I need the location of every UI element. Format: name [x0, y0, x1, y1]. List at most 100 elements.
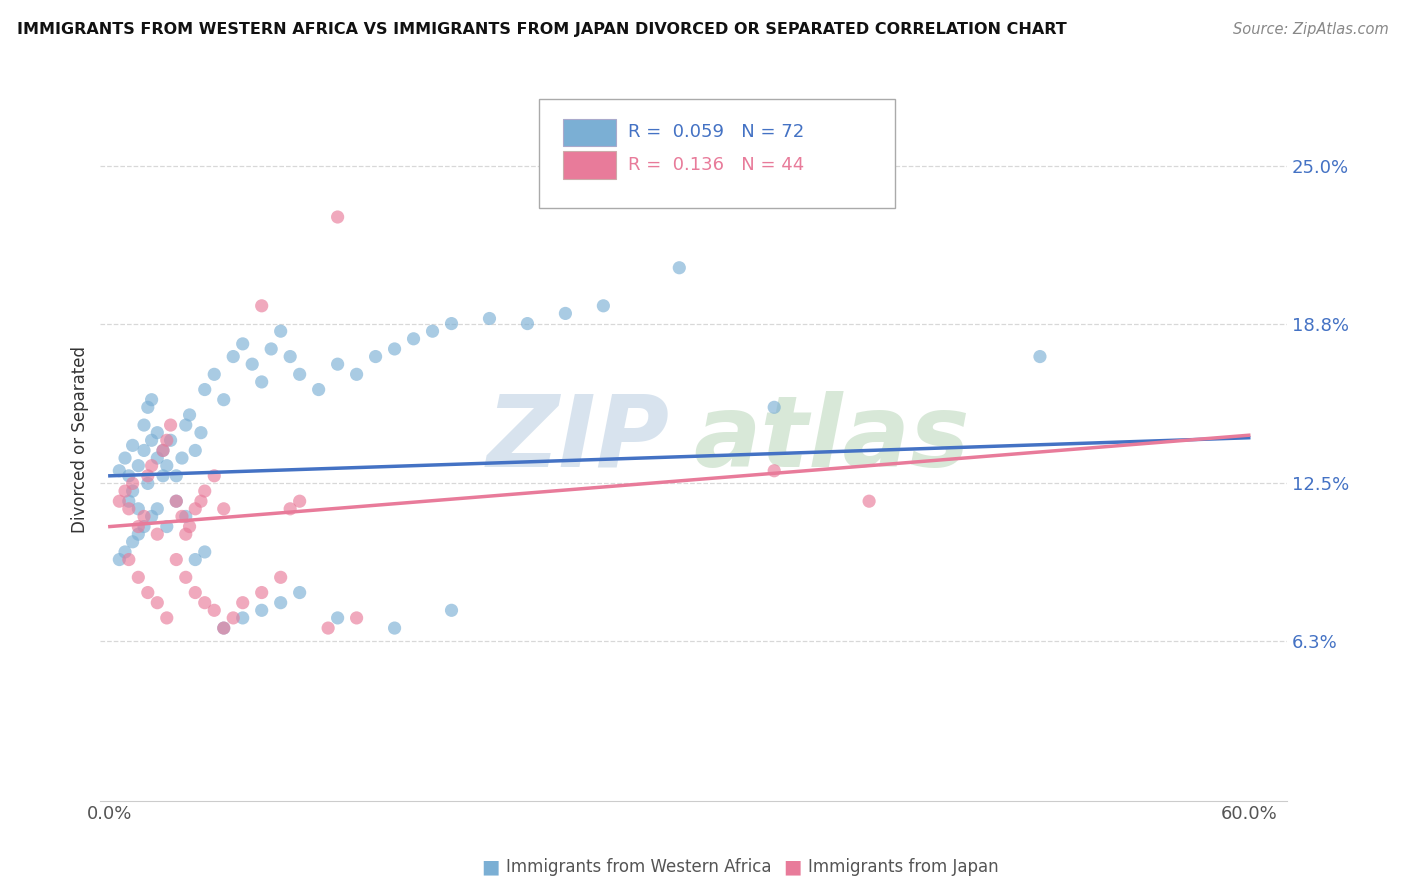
- Point: [179, 408, 201, 422]
- Point: [278, 501, 301, 516]
- Point: [136, 476, 159, 491]
- Point: [202, 468, 225, 483]
- Point: [136, 585, 159, 599]
- Point: [250, 603, 273, 617]
- Point: [384, 342, 406, 356]
- Point: [127, 458, 149, 473]
- Point: [288, 494, 311, 508]
- Point: [308, 383, 330, 397]
- Point: [146, 596, 169, 610]
- Point: [592, 299, 614, 313]
- Point: [184, 585, 207, 599]
- Point: [346, 611, 368, 625]
- Point: [152, 468, 174, 483]
- Text: ■: ■: [481, 857, 499, 877]
- Point: [440, 603, 463, 617]
- Bar: [562, 119, 616, 146]
- Text: ZIP: ZIP: [486, 391, 669, 488]
- Point: [118, 468, 141, 483]
- Point: [121, 476, 143, 491]
- Point: [118, 494, 141, 508]
- Point: [194, 383, 217, 397]
- Point: [326, 357, 349, 371]
- Point: [212, 621, 235, 635]
- Point: [114, 484, 136, 499]
- Point: [121, 534, 143, 549]
- Point: [146, 451, 169, 466]
- Point: [141, 509, 163, 524]
- Point: [108, 464, 131, 478]
- Point: [346, 368, 368, 382]
- Point: [202, 603, 225, 617]
- Point: [763, 464, 786, 478]
- Point: [384, 621, 406, 635]
- Point: [1029, 350, 1052, 364]
- Text: Source: ZipAtlas.com: Source: ZipAtlas.com: [1233, 22, 1389, 37]
- Point: [146, 425, 169, 440]
- Point: [159, 418, 181, 433]
- Point: [422, 324, 444, 338]
- Point: [222, 350, 245, 364]
- Point: [316, 621, 339, 635]
- Point: [114, 451, 136, 466]
- Point: [212, 621, 235, 635]
- Point: [278, 350, 301, 364]
- Point: [250, 299, 273, 313]
- FancyBboxPatch shape: [540, 99, 896, 208]
- Point: [194, 484, 217, 499]
- Point: [170, 509, 193, 524]
- Point: [127, 570, 149, 584]
- Point: [141, 434, 163, 448]
- Point: [141, 458, 163, 473]
- Point: [270, 324, 292, 338]
- Point: [250, 585, 273, 599]
- Point: [763, 401, 786, 415]
- Point: [212, 501, 235, 516]
- Point: [232, 337, 254, 351]
- Point: [288, 585, 311, 599]
- Point: [516, 317, 538, 331]
- Point: [146, 527, 169, 541]
- Point: [152, 443, 174, 458]
- Point: [156, 611, 179, 625]
- Point: [121, 438, 143, 452]
- Point: [184, 552, 207, 566]
- Point: [478, 311, 501, 326]
- Point: [212, 392, 235, 407]
- Point: [136, 401, 159, 415]
- Point: [174, 418, 197, 433]
- Text: Immigrants from Japan: Immigrants from Japan: [808, 858, 1000, 876]
- Point: [222, 611, 245, 625]
- Text: IMMIGRANTS FROM WESTERN AFRICA VS IMMIGRANTS FROM JAPAN DIVORCED OR SEPARATED CO: IMMIGRANTS FROM WESTERN AFRICA VS IMMIGR…: [17, 22, 1067, 37]
- Point: [156, 519, 179, 533]
- Point: [174, 509, 197, 524]
- Point: [260, 342, 283, 356]
- Point: [165, 494, 187, 508]
- Point: [858, 494, 880, 508]
- Text: R =  0.059   N = 72: R = 0.059 N = 72: [628, 123, 804, 142]
- Y-axis label: Divorced or Separated: Divorced or Separated: [72, 345, 89, 533]
- Point: [136, 468, 159, 483]
- Point: [156, 458, 179, 473]
- Text: atlas: atlas: [693, 391, 970, 488]
- Point: [554, 306, 576, 320]
- Point: [146, 501, 169, 516]
- Point: [174, 527, 197, 541]
- Point: [132, 519, 155, 533]
- Point: [156, 434, 179, 448]
- Point: [118, 552, 141, 566]
- Point: [270, 570, 292, 584]
- Point: [165, 494, 187, 508]
- Point: [108, 494, 131, 508]
- Point: [184, 443, 207, 458]
- Point: [240, 357, 263, 371]
- Point: [250, 375, 273, 389]
- Point: [202, 368, 225, 382]
- Point: [179, 519, 201, 533]
- Point: [127, 501, 149, 516]
- Point: [132, 443, 155, 458]
- Text: ■: ■: [783, 857, 801, 877]
- Point: [118, 501, 141, 516]
- Point: [132, 418, 155, 433]
- Point: [165, 468, 187, 483]
